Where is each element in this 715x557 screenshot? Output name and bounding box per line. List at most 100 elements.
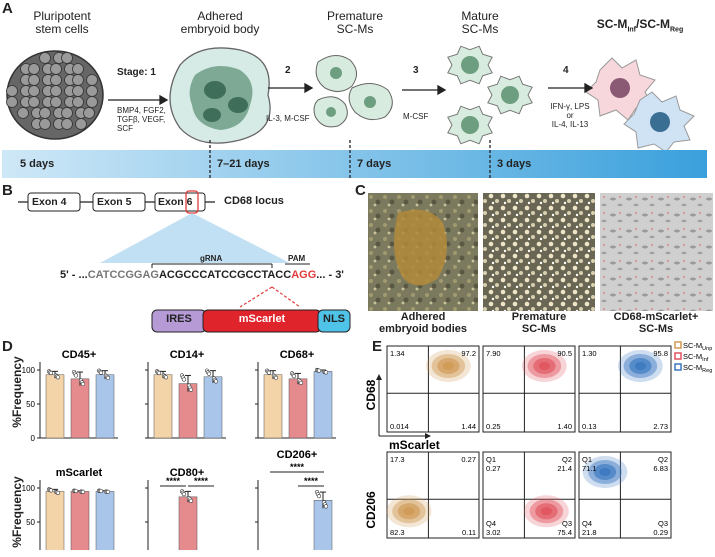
legend-entry: SC-MInf: [683, 352, 709, 363]
seq-gray: CATCCGGAG: [87, 269, 159, 281]
stage-title-4: Mature SC-Ms: [461, 9, 499, 36]
y-tick-label: 50: [26, 518, 35, 527]
quadrant-value: Q3: [562, 519, 572, 528]
data-point: [273, 375, 279, 380]
quadrant-value: 1.34: [390, 349, 405, 358]
quadrant-value: 0.11: [462, 528, 476, 537]
quadrant-value: 21.4: [557, 464, 572, 473]
stage-title-2: Adhered embryoid body: [180, 9, 260, 36]
quadrant-value: Q4: [582, 519, 592, 528]
stage-title-3: Premature SC-Ms: [326, 9, 384, 36]
bar-chart-4: CD80+**** ****: [145, 467, 214, 550]
timeline-dividers: [209, 140, 491, 180]
panel-e-flow: 1.34 97.2 0.014 1.44 7.90 90.5 0.25 1.40 1.30 95.…: [365, 341, 712, 539]
quadrant-value: Q1: [486, 455, 496, 464]
panel-b-diagram: [18, 190, 351, 333]
bar: [95, 491, 115, 550]
chart-title: CD45+: [62, 349, 97, 361]
step-1-label: Stage: 1: [117, 67, 156, 78]
stage5-sub1: Inf: [627, 26, 636, 34]
quadrant-value: 1.30: [582, 349, 597, 358]
stage5-prefix: SC-M: [596, 17, 628, 31]
data-point: [206, 371, 212, 376]
zoom-wedge: [100, 213, 290, 263]
micrograph-label-1: Adhered embryoid bodies: [378, 311, 468, 335]
quadrant-value: Q4: [486, 519, 496, 528]
mature-cells: [447, 45, 533, 145]
locus-label: CD68 locus: [224, 195, 284, 207]
quadrant-value: 17.3: [390, 455, 405, 464]
bar: [70, 491, 90, 550]
flow-plot-1-0: 17.3 0.27 82.3 0.11: [386, 451, 480, 539]
bar: [178, 383, 198, 439]
bar-chart-3: mScarlet050100: [22, 467, 115, 550]
bar-chart-2: CD68+: [255, 349, 336, 439]
quadrant-value: 90.5: [557, 349, 572, 358]
data-point: [266, 370, 272, 375]
y-tick-label: 0: [31, 434, 36, 443]
quadrant-value: 2.73: [653, 422, 668, 431]
data-point: [188, 498, 194, 504]
chart-title: CD206+: [277, 449, 318, 461]
cassette-ires: IRES: [166, 313, 192, 325]
data-point: [316, 494, 322, 499]
data-point: [213, 379, 219, 384]
stage5-mid: /SC-M: [636, 17, 670, 31]
quadrant-value: 7.90: [486, 349, 501, 358]
e-ylabel-cd68: CD68: [365, 379, 378, 410]
data-point: [55, 375, 61, 380]
density-contour: [403, 507, 415, 516]
chart-title: mScarlet: [56, 467, 103, 479]
data-point: [105, 489, 111, 495]
seq-prefix: 5' - ...: [60, 269, 88, 281]
timeline-bar: [2, 150, 707, 178]
cassette-mscarlet: mScarlet: [238, 313, 286, 325]
quadrant-value: 0.29: [653, 528, 668, 537]
data-point: [48, 370, 54, 376]
data-point: [316, 368, 322, 373]
cassette-nls: NLS: [323, 313, 345, 325]
sig-marker: ****: [304, 476, 319, 486]
data-point: [73, 488, 79, 494]
data-point: [105, 375, 111, 380]
panel-d-letter: D: [2, 338, 13, 355]
bar-chart-0: CD45+ 0 50 100: [22, 349, 118, 443]
data-point: [156, 370, 162, 376]
legend-entry: SC-MUnp: [683, 341, 712, 352]
quadrant-value: 97.2: [461, 349, 476, 358]
exon5-label: Exon 5: [97, 196, 132, 208]
density-contour: [599, 468, 611, 476]
embryoid-body: [169, 47, 271, 144]
legend-entry: SC-MReg: [683, 363, 712, 374]
quadrant-value: 1.40: [557, 422, 572, 431]
step-3-factors: M-CSF: [403, 112, 429, 121]
panel-a-letter: A: [2, 0, 13, 17]
panel-a-illustration: [2, 45, 707, 180]
micrograph-label-3: CD68-mScarlet+ SC-Ms: [613, 311, 699, 335]
data-point: [163, 375, 169, 380]
step-3-label: 3: [413, 65, 419, 76]
data-point: [73, 373, 79, 378]
bar: [203, 376, 223, 439]
bar: [288, 378, 308, 439]
data-point: [298, 380, 304, 386]
process-arrows: [108, 82, 594, 106]
flow-plot-0-1: 7.90 90.5 0.25 1.40: [482, 345, 576, 433]
sig-marker: ****: [194, 476, 209, 486]
bar: [95, 374, 115, 439]
timeline-label-1: 5 days: [20, 158, 55, 170]
panel-c-letter: C: [355, 182, 366, 199]
bar: [45, 374, 65, 439]
quadrant-value: Q3: [658, 519, 668, 528]
quadrant-value: 71.1: [582, 464, 597, 473]
flow-plot-0-2: 1.30 95.8 0.13 2.73: [578, 345, 672, 433]
panel-e-letter: E: [372, 338, 383, 355]
panel-c-micrographs: [368, 193, 713, 311]
quadrant-value: 0.014: [390, 422, 409, 431]
chart-title: CD68+: [280, 349, 315, 361]
data-point: [323, 370, 329, 375]
quadrant-value: 3.02: [486, 528, 501, 537]
dna-sequence: 5' - ...CATCCGGAGACGCCCATCCGCCTACCAGG...…: [60, 269, 344, 281]
